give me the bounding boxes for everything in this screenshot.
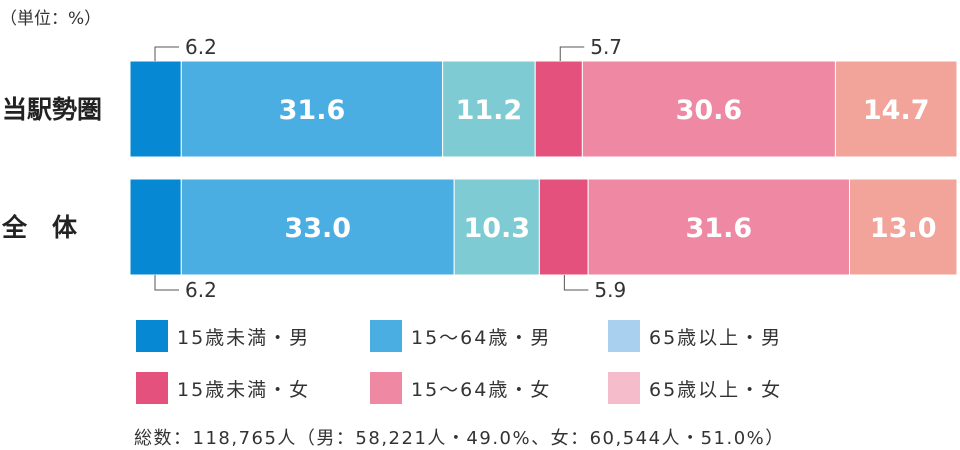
leader-line (559, 46, 585, 61)
data-label: 10.3 (463, 213, 530, 244)
bar-segment (848, 178, 958, 276)
legend-item-male-15to64: 15～64歳・男 (370, 320, 551, 352)
legend-swatch (136, 320, 168, 352)
leader-line (154, 46, 179, 61)
category-label: 全 体 (1, 213, 78, 242)
unit-label: （単位：%） (0, 9, 102, 29)
data-label: 13.0 (870, 213, 937, 244)
bar-segment (129, 178, 182, 276)
data-label: 11.2 (456, 95, 523, 126)
data-label: 6.2 (185, 35, 217, 59)
bar-segment (834, 60, 958, 158)
data-label: 31.6 (279, 95, 346, 126)
legend-label: 15～64歳・男 (411, 326, 552, 349)
data-label: 14.7 (863, 95, 930, 126)
legend-label: 15歳未満・女 (177, 378, 311, 401)
legend-label: 65歳以上・男 (649, 326, 783, 349)
bar-segment (538, 178, 589, 276)
data-label: 5.9 (594, 278, 626, 302)
legend-swatch (608, 320, 640, 352)
legend-label: 15歳未満・男 (177, 326, 311, 349)
legend-item-female-65plus: 65歳以上・女 (608, 372, 782, 404)
legend-label: 65歳以上・女 (649, 378, 783, 401)
bar-segment (534, 60, 583, 158)
legend-item-male-65plus: 65歳以上・男 (608, 320, 782, 352)
legend-swatch (370, 372, 402, 404)
data-label: 31.6 (686, 213, 753, 244)
total-population-note: 総数：118,765人（男：58,221人・49.0%、女：60,544人・51… (134, 428, 785, 449)
bar-segment (129, 60, 182, 158)
bar-segment (587, 178, 850, 276)
data-label: 33.0 (284, 213, 351, 244)
bar-segment (453, 178, 540, 276)
legend-swatch (136, 372, 168, 404)
legend-swatch (608, 372, 640, 404)
bar-segment (180, 178, 455, 276)
legend-swatch (370, 320, 402, 352)
leader-line (154, 275, 179, 291)
bar-segment (442, 60, 536, 158)
legend-label: 15～64歳・女 (411, 378, 552, 401)
data-label: 30.6 (676, 95, 743, 126)
legend-item-female-15to64: 15～64歳・女 (370, 372, 551, 404)
category-label: 当駅勢圏 (2, 95, 102, 124)
stacked-bar-chart: 当駅勢圏 6.2 31.6 11.2 5.7 30.6 14.7 全 体 6.2 33.0 10.3… (1, 35, 958, 302)
legend-item-male-under15: 15歳未満・男 (136, 320, 310, 352)
leader-line (563, 275, 589, 291)
data-label: 5.7 (590, 35, 622, 59)
legend-item-female-under15: 15歳未満・女 (136, 372, 310, 404)
legend: 15歳未満・男 15～64歳・男 65歳以上・男 15歳未満・女 15～64歳・… (136, 320, 956, 420)
data-label: 6.2 (185, 278, 217, 302)
